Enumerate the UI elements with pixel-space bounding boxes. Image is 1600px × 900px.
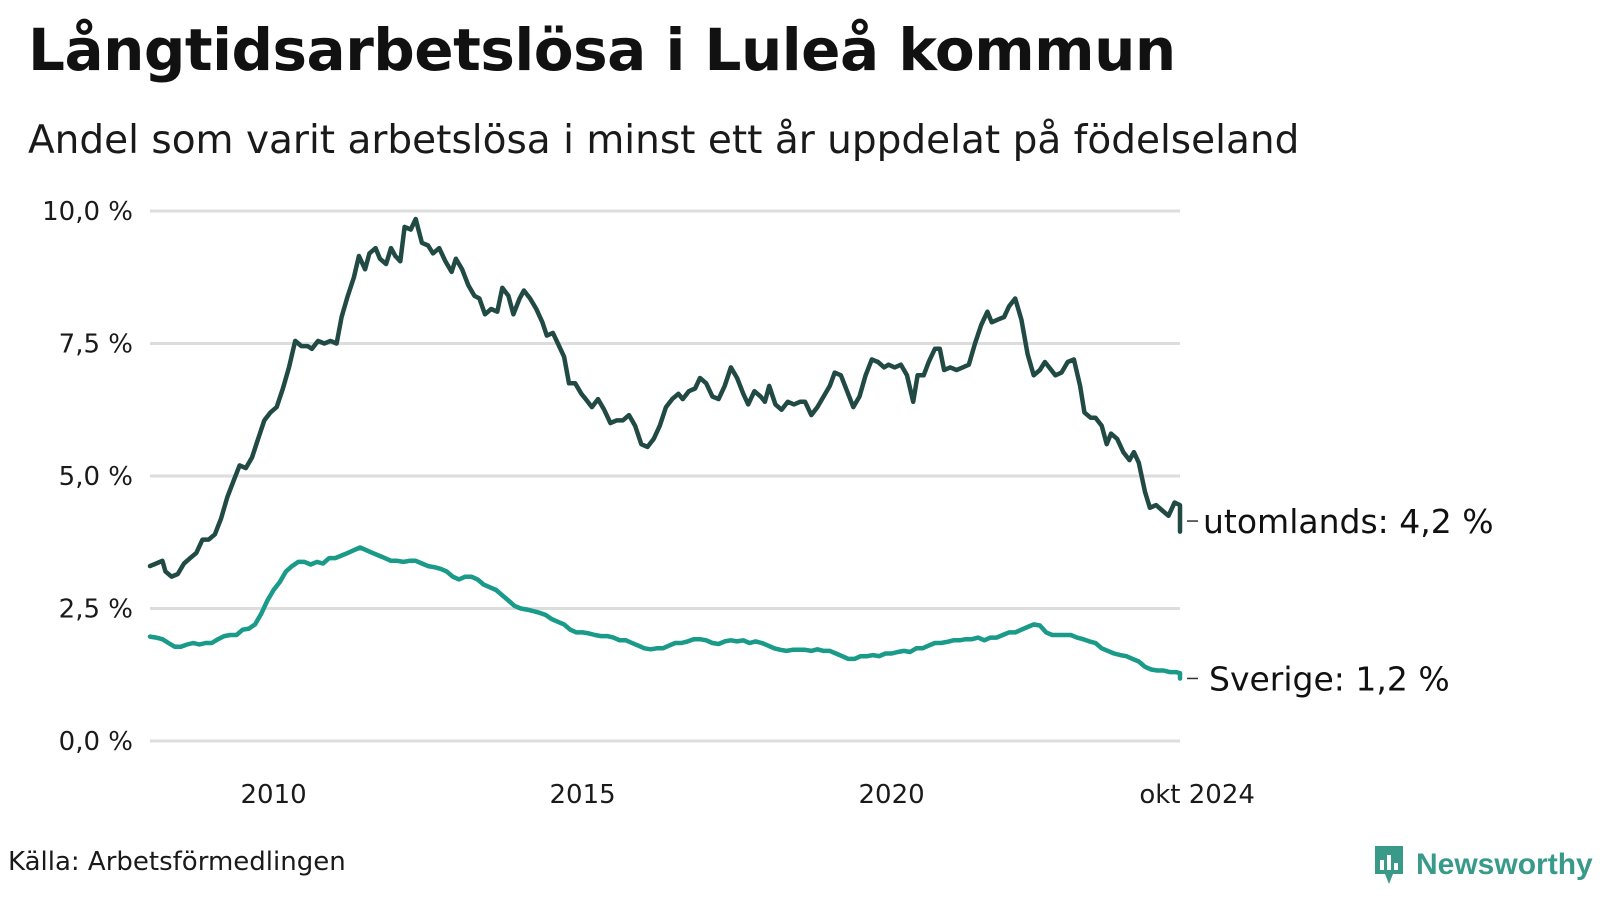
newsworthy-logo: Newsworthy [1372,840,1593,890]
logo-text: Newsworthy [1416,848,1593,881]
chart-title: Långtidsarbetslösa i Luleå kommun [28,16,1176,84]
series-end-labels: utomlands: 4,2 % Sverige: 1,2 % [1187,502,1494,698]
series-line-sverige [147,545,1183,681]
x-tick-label: okt 2024 [1139,780,1255,810]
y-tick-label: 0,0 % [59,727,133,757]
y-axis-tick-labels: 0,0 % 2,5 % 5,0 % 7,5 % 10,0 % [42,197,133,757]
series-lines [147,216,1183,681]
y-tick-label: 7,5 % [59,330,133,360]
x-axis-tick-labels: 2010 2015 2020 okt 2024 [241,780,1255,810]
gridlines [150,209,1180,743]
newsworthy-logo-icon [1375,846,1403,884]
source-note: Källa: Arbetsförmedlingen [8,847,346,877]
end-label-utomlands: utomlands: 4,2 % [1203,502,1494,541]
x-tick-label: 2020 [859,780,925,810]
chart-subtitle: Andel som varit arbetslösa i minst ett å… [28,118,1300,163]
y-tick-label: 2,5 % [59,595,133,625]
y-tick-label: 5,0 % [59,462,133,492]
end-label-sverige: Sverige: 1,2 % [1209,659,1450,698]
x-tick-label: 2015 [550,780,616,810]
x-tick-label: 2010 [241,780,307,810]
series-line-utomlands [147,216,1183,579]
y-tick-label: 10,0 % [42,197,133,227]
